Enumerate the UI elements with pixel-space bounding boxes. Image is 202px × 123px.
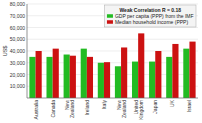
grid-line	[27, 39, 198, 40]
x-tick-label: NewZealand	[64, 100, 75, 118]
bar	[149, 62, 155, 98]
bar	[64, 55, 70, 98]
bar	[138, 33, 144, 98]
x-axis	[27, 98, 198, 99]
x-tick-label: Japan	[152, 100, 158, 114]
y-tick-label: 50,000	[10, 36, 26, 42]
x-tick-label: NewZealand	[116, 100, 127, 118]
y-axis	[27, 4, 28, 98]
bar	[87, 57, 93, 98]
legend: Weak Correlation R = 0.18GDP per capita …	[104, 5, 196, 27]
bar	[46, 57, 52, 98]
grid-line	[27, 4, 198, 5]
x-tick-label: Australia	[33, 100, 39, 120]
y-tick-label: 80,000	[10, 1, 26, 7]
bar	[189, 42, 195, 98]
legend-label: Median household income (PPP)	[115, 19, 188, 25]
x-tick-label: UK	[169, 99, 175, 107]
legend-swatch	[107, 14, 113, 18]
y-axis-label: US$	[2, 46, 8, 57]
bar	[155, 51, 161, 98]
x-tick-label: Ireland	[84, 100, 90, 116]
y-tick-label: 20,000	[10, 72, 26, 78]
y-tick-label: 40,000	[10, 48, 26, 54]
bar	[104, 62, 110, 98]
bar	[115, 66, 121, 98]
legend-swatch	[107, 20, 113, 24]
y-tick-label: 30,000	[10, 60, 26, 66]
y-tick-label: 10,000	[10, 83, 26, 89]
x-tick-label: UnitedKingdom	[133, 100, 144, 120]
bar	[132, 62, 138, 98]
bar	[29, 57, 35, 98]
bar	[121, 47, 127, 98]
y-tick-label: 70,000	[10, 13, 26, 19]
x-tick-label: Canada	[50, 100, 56, 118]
bar	[81, 49, 87, 98]
bar	[172, 44, 178, 98]
bar	[166, 57, 172, 98]
bar	[36, 51, 42, 98]
chart: 10,000 20,000 30,000 40,000 50,000 60,000 70,0…	[0, 0, 202, 123]
x-tick-label: Israel	[186, 100, 192, 112]
y-tick-label: 60,000	[10, 25, 26, 31]
x-tick-label: Italy	[101, 100, 107, 110]
legend-box	[104, 5, 196, 27]
bars	[29, 33, 195, 98]
bar	[183, 49, 189, 98]
bar	[53, 49, 59, 98]
bar	[70, 56, 76, 98]
bar	[98, 63, 104, 98]
